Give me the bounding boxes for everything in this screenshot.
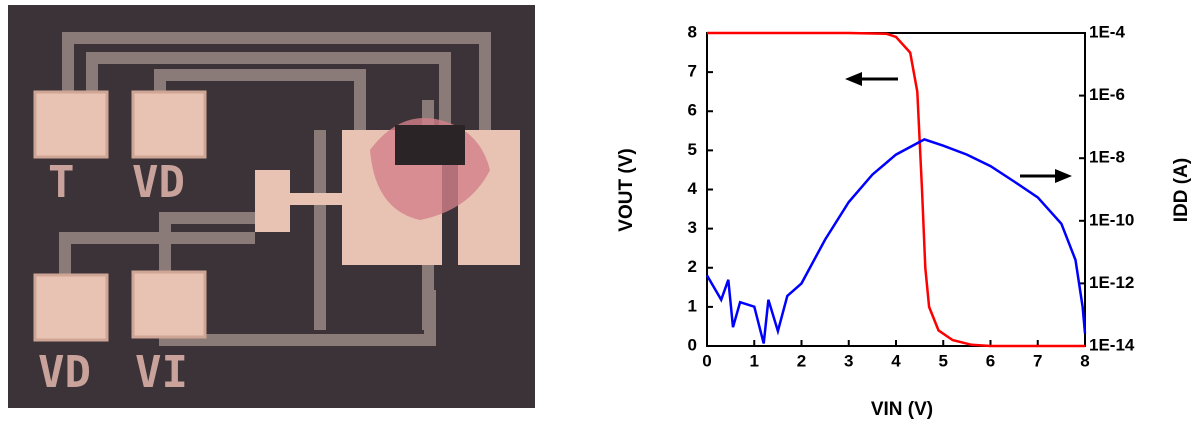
photo-label: VD [38, 347, 91, 398]
y-tick-label: 0 [688, 335, 697, 354]
x-tick-label: 1 [750, 351, 759, 370]
y2-tick-label: 1E-4 [1089, 22, 1125, 41]
y2-tick-label: 1E-8 [1089, 148, 1125, 167]
x-tick-label: 2 [797, 351, 806, 370]
x-tick-label: 7 [1033, 351, 1042, 370]
y-tick-label: 1 [688, 296, 697, 315]
micrograph: T VD VD VI [8, 5, 535, 408]
photo-label: T [48, 157, 75, 208]
data-line [707, 139, 1085, 343]
x-tick-label: 5 [939, 351, 948, 370]
y-tick-label: 4 [688, 179, 698, 198]
x-tick-label: 6 [986, 351, 995, 370]
x-tick-label: 4 [891, 351, 901, 370]
y2-tick-label: 1E-14 [1089, 335, 1135, 354]
x-tick-label: 0 [702, 351, 711, 370]
y-tick-label: 7 [688, 62, 697, 81]
y-tick-label: 8 [688, 22, 697, 41]
y2-axis-label: IDD (A) [1171, 158, 1192, 222]
photo-label: VD [132, 157, 185, 208]
photo-label: VI [135, 347, 188, 398]
y-tick-label: 2 [688, 257, 697, 276]
x-tick-label: 3 [844, 351, 853, 370]
y-axis-label: VOUT (V) [616, 148, 637, 231]
y-tick-label: 5 [688, 140, 697, 159]
x-axis-label: VIN (V) [871, 399, 933, 420]
chart: VIN (V) VOUT (V) IDD (A) 0 1 2 3 4 5 6 7 8 0 1 2 3 4 5… [616, 22, 1192, 420]
y2-tick-label: 1E-6 [1089, 85, 1125, 104]
arrow [845, 72, 898, 86]
arrow [1020, 169, 1072, 183]
y2-tick-label: 1E-10 [1089, 210, 1134, 229]
figure: T VD VD VI VIN (V) VOUT (V) IDD (A) 0 1 2 3… [0, 0, 1201, 425]
y-tick-label: 3 [688, 218, 697, 237]
y2-tick-label: 1E-12 [1089, 273, 1134, 292]
y-tick-label: 6 [688, 101, 697, 120]
